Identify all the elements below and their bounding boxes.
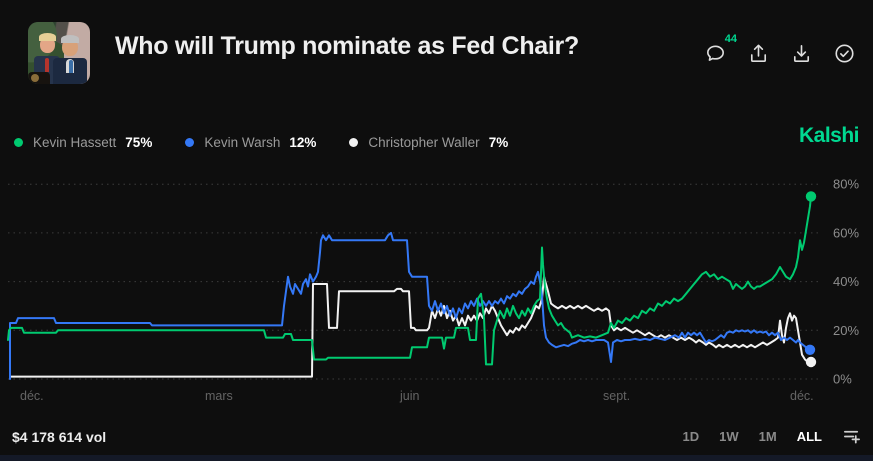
waller-series-dot xyxy=(349,137,359,147)
legend-value: 7% xyxy=(488,134,509,150)
hassett-series-dot xyxy=(14,137,23,147)
check-circle-icon xyxy=(834,43,854,63)
time-range-selector: 1D 1W 1M ALL xyxy=(683,427,861,446)
series-endpoint-marker xyxy=(804,344,816,355)
comments-count-badge: 44 xyxy=(724,33,737,45)
legend-value: 75% xyxy=(125,134,153,150)
series-endpoint-marker xyxy=(805,356,817,368)
range-button-1m[interactable]: 1M xyxy=(758,429,777,444)
series-line-christopher-waller xyxy=(9,275,812,378)
range-button-1w[interactable]: 1W xyxy=(719,429,739,444)
legend-item-waller[interactable]: Christopher Waller 7% xyxy=(349,135,508,150)
volume-label: $4 178 614 vol xyxy=(12,429,107,445)
range-button-all[interactable]: ALL xyxy=(796,429,822,444)
download-icon xyxy=(793,44,809,62)
warsh-series-dot xyxy=(185,137,195,147)
x-axis-tick: mars xyxy=(205,389,233,403)
legend-value: 12% xyxy=(289,134,317,150)
y-axis-tick: 20% xyxy=(833,323,859,338)
list-plus-icon xyxy=(843,430,860,444)
series-line-kevin-hassett xyxy=(7,195,812,366)
legend-name: Kevin Warsh xyxy=(204,134,281,150)
kalshi-logo: Kalshi xyxy=(798,124,860,147)
price-chart[interactable]: 80% 60% 40% 20% 0% déc. mars juin sept. déc. xyxy=(0,168,873,418)
legend-name: Christopher Waller xyxy=(368,134,480,150)
thumbnail-figure-front-tie xyxy=(69,60,73,73)
share-icon xyxy=(750,44,766,62)
legend-item-hassett[interactable]: Kevin Hassett 75% xyxy=(14,135,152,150)
price-chart-svg: 80% 60% 40% 20% 0% déc. mars juin sept. déc. xyxy=(7,177,859,403)
comment-bubble-icon xyxy=(706,44,724,61)
thumbnail-figure-back-hair xyxy=(39,33,56,41)
thumbnail-figure-front-hair xyxy=(61,35,79,43)
chart-footer: $4 178 614 vol 1D 1W 1M ALL xyxy=(0,424,873,454)
download-button[interactable] xyxy=(788,40,814,66)
legend-name: Kevin Hassett xyxy=(33,134,117,150)
series-line-kevin-warsh xyxy=(9,231,811,380)
watchlist-button[interactable] xyxy=(831,40,857,66)
market-header: Who will Trump nominate as Fed Chair? 44 xyxy=(0,0,873,110)
legend-item-warsh[interactable]: Kevin Warsh 12% xyxy=(185,135,316,150)
share-button[interactable] xyxy=(745,40,771,66)
page-title: Who will Trump nominate as Fed Chair? xyxy=(115,32,579,60)
y-axis-tick: 0% xyxy=(833,372,852,387)
thumbnail-seal xyxy=(31,74,39,82)
y-axis-tick: 60% xyxy=(833,225,859,240)
chart-legend: Kevin Hassett 75% Kevin Warsh 12% Christ… xyxy=(14,130,859,154)
x-axis-tick: déc. xyxy=(790,389,814,403)
header-actions: 44 xyxy=(702,33,857,66)
x-axis-tick: sept. xyxy=(603,389,630,403)
add-to-compare-button[interactable] xyxy=(842,427,861,446)
y-axis-tick: 80% xyxy=(833,177,859,192)
series-endpoint-marker xyxy=(805,191,817,202)
comments-button[interactable]: 44 xyxy=(702,33,737,66)
x-axis-tick: déc. xyxy=(20,389,44,403)
range-button-1d[interactable]: 1D xyxy=(682,429,700,444)
x-axis-tick: juin xyxy=(399,389,420,403)
y-axis-tick: 40% xyxy=(833,274,859,289)
market-thumbnail xyxy=(28,22,90,84)
bottom-divider xyxy=(0,455,873,461)
thumbnail-figure-back-tie xyxy=(45,58,49,72)
